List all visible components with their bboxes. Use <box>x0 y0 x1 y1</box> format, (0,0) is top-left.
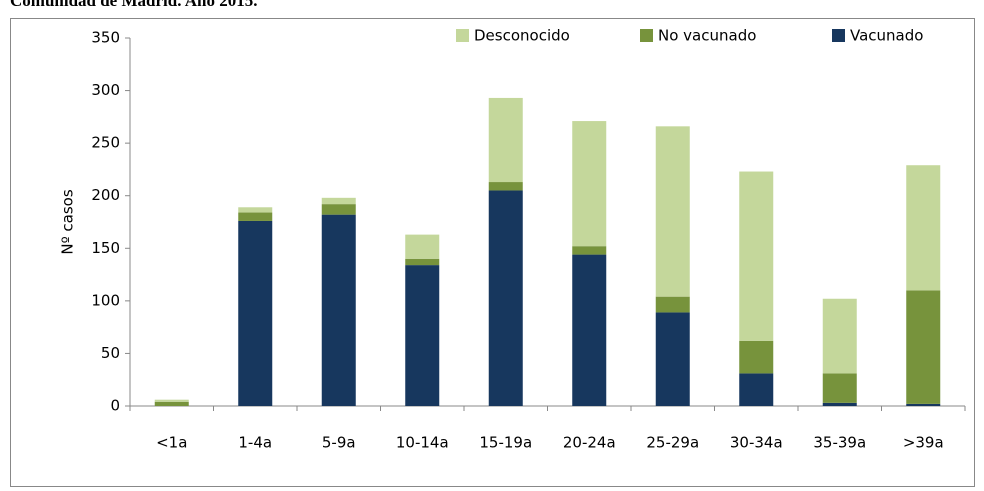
x-tick-label: 15-19a <box>479 434 532 452</box>
x-tick-label: 25-29a <box>646 434 699 452</box>
bar-segment <box>739 373 774 406</box>
bar-segment <box>405 265 440 406</box>
y-tick-label: 300 <box>91 81 120 99</box>
bar-segment <box>154 399 189 402</box>
x-tick-label: 20-24a <box>563 434 616 452</box>
bar-segment <box>321 197 356 205</box>
x-tick-label: <1a <box>156 434 187 452</box>
bar-segment <box>238 207 273 213</box>
legend-label: Vacunado <box>850 27 923 45</box>
x-tick-label: 5-9a <box>322 434 356 452</box>
legend-swatch <box>832 29 845 42</box>
legend-swatch <box>456 29 469 42</box>
bar-segment <box>488 97 523 183</box>
y-tick-label: 250 <box>91 134 120 152</box>
bar-segment <box>405 258 440 266</box>
y-tick-label: 200 <box>91 186 120 204</box>
bar-segment <box>488 190 523 406</box>
legend-label: No vacunado <box>658 27 756 45</box>
y-axis-label: Nº casos <box>59 189 77 254</box>
bar-segment <box>739 340 774 374</box>
bar-segment <box>488 182 523 191</box>
bar-segment <box>405 234 440 259</box>
bar-segment <box>238 220 273 406</box>
y-tick-label: 100 <box>91 291 120 309</box>
bar-segment <box>822 298 857 374</box>
chart-title: Comunidad de Madrid. Año 2015. <box>10 0 258 10</box>
bar-segment <box>238 212 273 221</box>
x-tick-label: 10-14a <box>396 434 449 452</box>
bar-segment <box>822 402 857 406</box>
bar-segment <box>739 171 774 341</box>
bar-segment <box>154 401 189 406</box>
bar-segment <box>655 126 690 297</box>
y-tick-label: 50 <box>101 344 120 362</box>
y-tick-label: 150 <box>91 239 120 257</box>
y-tick-label: 350 <box>91 29 120 47</box>
legend-label: Desconocido <box>474 27 570 45</box>
bar-segment <box>572 254 607 406</box>
bar-segment <box>321 214 356 406</box>
x-tick-label: 35-39a <box>813 434 866 452</box>
bar-segment <box>906 403 941 406</box>
x-tick-label: 1-4a <box>238 434 272 452</box>
bar-segment <box>572 121 607 247</box>
bar-segment <box>906 165 941 291</box>
y-tick-label: 0 <box>110 397 120 415</box>
bar-segment <box>321 204 356 215</box>
x-tick-label: 30-34a <box>730 434 783 452</box>
bar-segment <box>655 312 690 406</box>
bar-segment <box>906 290 941 404</box>
x-tick-label: >39a <box>903 434 944 452</box>
bar-segment <box>572 246 607 255</box>
bar-segment <box>822 373 857 403</box>
bar-segment <box>655 296 690 313</box>
chart-border <box>10 18 975 487</box>
legend-swatch <box>640 29 653 42</box>
